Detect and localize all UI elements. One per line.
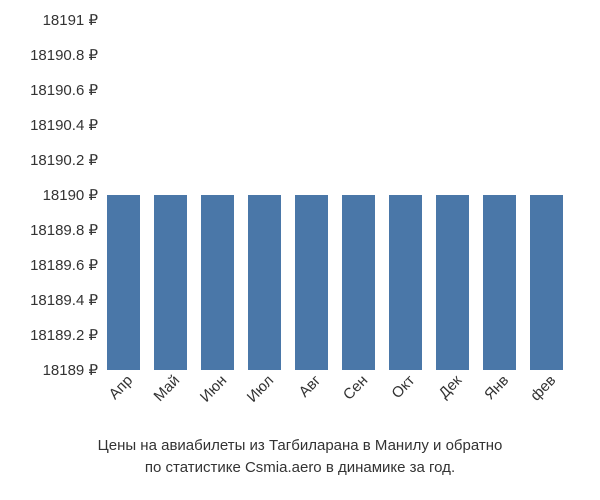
x-tick-label: Июн — [196, 372, 229, 406]
x-tick-label: Сен — [339, 372, 370, 404]
y-tick-label: 18190.2 ₽ — [0, 151, 98, 169]
y-tick-label: 18190.8 ₽ — [0, 46, 98, 64]
x-tick: Апр — [100, 372, 147, 432]
bar — [436, 195, 470, 370]
y-axis: 18191 ₽18190.8 ₽18190.6 ₽18190.4 ₽18190.… — [0, 20, 98, 370]
y-tick-label: 18190.6 ₽ — [0, 81, 98, 99]
bar — [154, 195, 188, 370]
price-bar-chart: 18191 ₽ 18190.8 ₽ 18190.6 ₽ 18190.4 ₽ 18190.… — [0, 0, 600, 500]
y-tick-label: 18189.8 ₽ — [0, 221, 98, 239]
bar — [107, 195, 141, 370]
x-tick-label: Май — [150, 372, 183, 405]
x-tick: Авг — [288, 372, 335, 432]
x-tick: Окт — [382, 372, 429, 432]
bar — [248, 195, 282, 370]
x-tick-label: Апр — [105, 372, 136, 403]
bar-slot — [100, 20, 147, 370]
chart-caption: Цены на авиабилеты из Тагбиларана в Мани… — [0, 435, 600, 479]
bars-container — [100, 20, 570, 370]
x-axis: Апр Май Июн Июл Авг Сен Окт Дек Янвфев — [100, 372, 570, 432]
y-tick-label: 18189.2 ₽ — [0, 326, 98, 344]
bar — [530, 195, 564, 370]
bar-slot — [429, 20, 476, 370]
x-tick-label: Окт — [388, 372, 418, 402]
caption-line-2: по статистике Csmia.aero в динамике за г… — [0, 457, 600, 479]
bar-slot — [288, 20, 335, 370]
bar — [295, 195, 329, 370]
plot-area — [100, 20, 570, 370]
bar-slot — [382, 20, 429, 370]
bar-slot — [241, 20, 288, 370]
bar-slot — [523, 20, 570, 370]
bar-slot — [476, 20, 523, 370]
x-tick-label: Янв — [481, 372, 512, 403]
x-tick: Сен — [335, 372, 382, 432]
x-tick-label: Июл — [243, 372, 276, 406]
bar-slot — [335, 20, 382, 370]
x-tick-label: Авг — [295, 372, 324, 401]
bar-slot — [194, 20, 241, 370]
x-tick-label: фев — [527, 372, 559, 404]
x-tick: Июн — [194, 372, 241, 432]
x-tick: Май — [147, 372, 194, 432]
bar — [201, 195, 235, 370]
y-tick-label: 18190.4 ₽ — [0, 116, 98, 134]
caption-line-1: Цены на авиабилеты из Тагбиларана в Мани… — [0, 435, 600, 457]
x-tick: Янв — [476, 372, 523, 432]
y-tick-label: 18190 ₽ — [0, 186, 98, 204]
y-tick-label: 18191 ₽ — [0, 11, 98, 29]
bar — [389, 195, 423, 370]
x-tick-label: Дек — [435, 372, 465, 402]
y-tick-label: 18189.6 ₽ — [0, 256, 98, 274]
bar-slot — [147, 20, 194, 370]
x-tick: Дек — [429, 372, 476, 432]
x-tick: фев — [523, 372, 570, 432]
y-tick-label: 18189.4 ₽ — [0, 291, 98, 309]
bar — [342, 195, 376, 370]
y-tick-label: 18189 ₽ — [0, 361, 98, 379]
x-tick: Июл — [241, 372, 288, 432]
bar — [483, 195, 517, 370]
